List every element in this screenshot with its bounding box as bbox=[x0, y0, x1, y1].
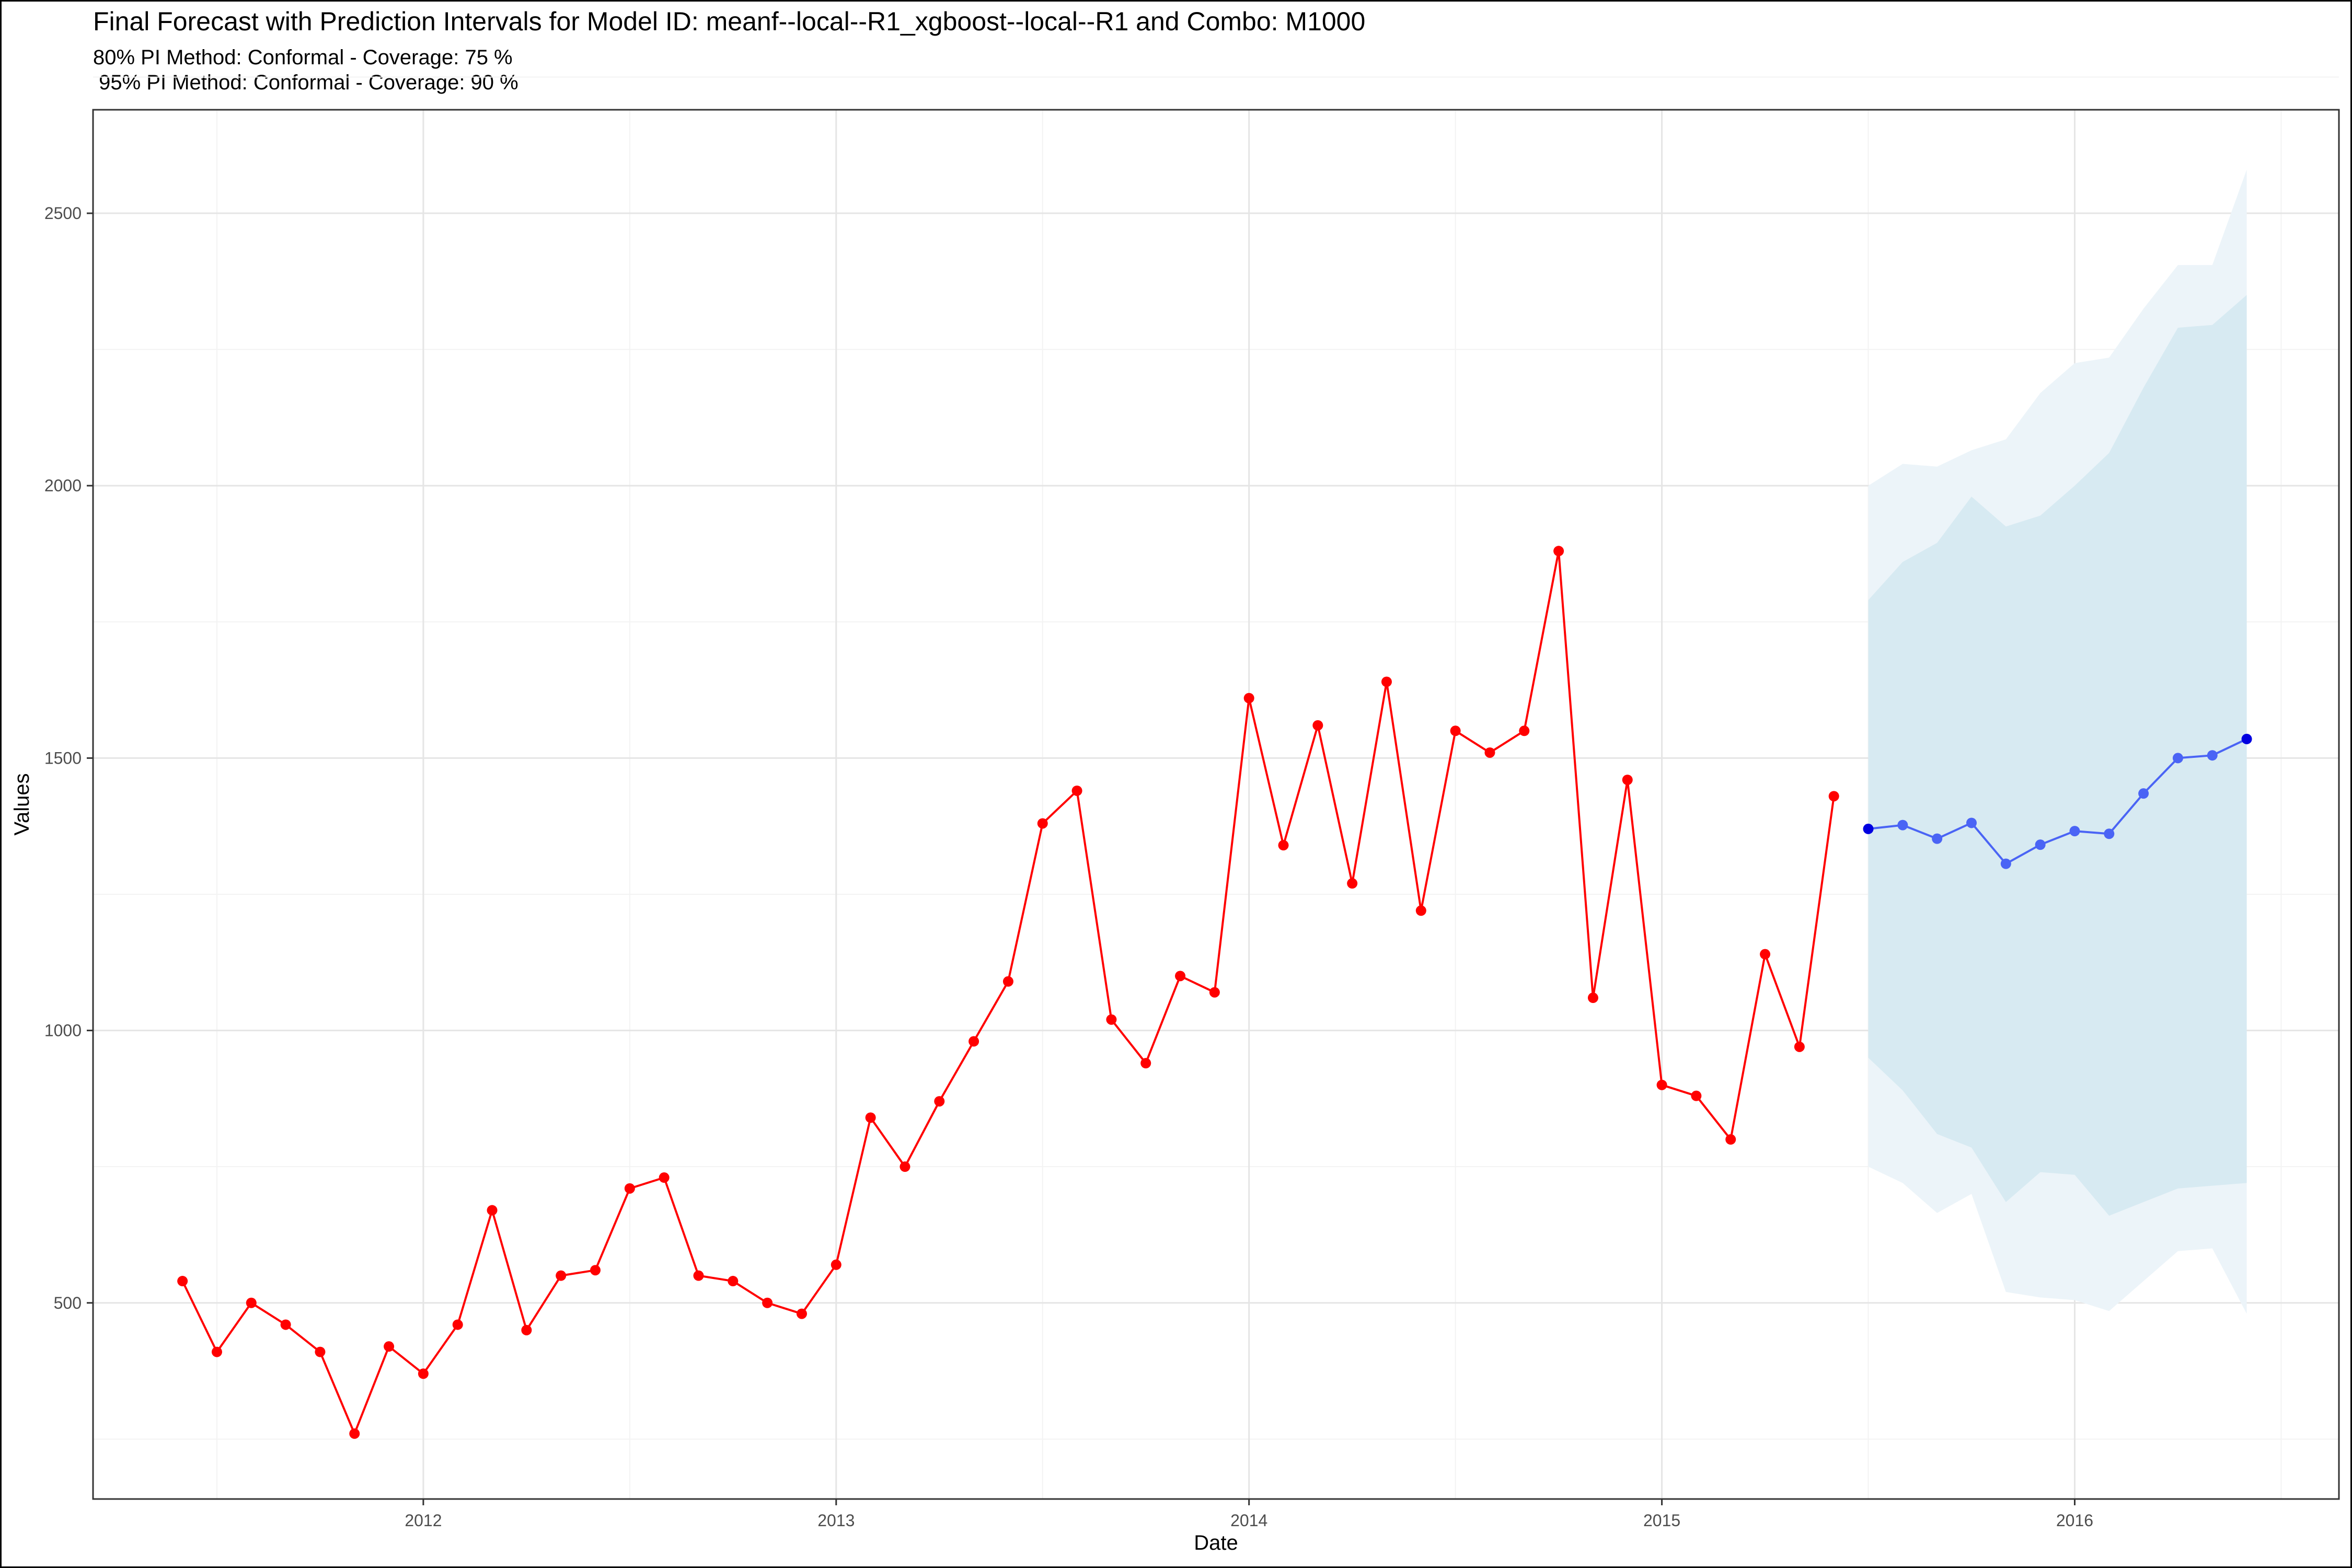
forecast-point bbox=[2000, 858, 2011, 869]
forecast-point bbox=[1932, 833, 1943, 844]
forecast-point bbox=[2069, 826, 2080, 837]
major-gridlines bbox=[93, 110, 2339, 1499]
history-point bbox=[934, 1096, 945, 1107]
y-tick-label: 1500 bbox=[44, 748, 82, 767]
history-point bbox=[1828, 791, 1839, 802]
history-point bbox=[1037, 818, 1048, 829]
history-point bbox=[1347, 878, 1358, 889]
history-point bbox=[590, 1265, 601, 1276]
forecast-point bbox=[1863, 823, 1874, 834]
history-point bbox=[521, 1324, 532, 1335]
y-axis-ticks: 500 1000 1500 2000 2500 bbox=[44, 204, 93, 1312]
chart-subtitle: 80% PI Method: Conformal - Coverage: 75 … bbox=[93, 46, 518, 94]
history-point bbox=[659, 1172, 670, 1183]
series-points bbox=[177, 546, 2252, 1439]
history-point bbox=[315, 1346, 326, 1357]
history-point bbox=[1760, 949, 1771, 960]
history-point bbox=[1450, 725, 1461, 736]
y-tick-label: 500 bbox=[54, 1294, 82, 1312]
history-point bbox=[762, 1297, 773, 1308]
forecast-point bbox=[1897, 820, 1908, 831]
history-point bbox=[1553, 546, 1564, 557]
x-tick-label: 2013 bbox=[817, 1511, 855, 1530]
history-point bbox=[556, 1270, 567, 1281]
chart-title: Final Forecast with Prediction Intervals… bbox=[93, 7, 1366, 36]
forecast-point bbox=[2241, 733, 2252, 744]
history-point bbox=[1140, 1058, 1151, 1069]
forecast-line bbox=[1868, 738, 2247, 865]
forecast-point bbox=[2104, 828, 2115, 839]
history-point bbox=[1312, 720, 1323, 731]
history-point bbox=[384, 1341, 395, 1352]
history-point bbox=[865, 1112, 876, 1123]
history-point bbox=[796, 1308, 807, 1319]
history-point bbox=[1691, 1090, 1702, 1101]
history-point bbox=[900, 1161, 910, 1172]
history-point bbox=[452, 1319, 463, 1330]
history-point bbox=[487, 1205, 498, 1216]
history-point bbox=[1519, 725, 1530, 736]
x-tick-label: 2016 bbox=[2056, 1511, 2093, 1530]
history-point bbox=[693, 1270, 704, 1281]
history-point bbox=[1106, 1014, 1117, 1025]
forecast-point bbox=[1966, 817, 1977, 828]
forecast-point bbox=[2207, 750, 2218, 761]
history-point bbox=[211, 1346, 222, 1357]
x-axis-title: Date bbox=[1194, 1531, 1238, 1554]
history-point bbox=[1656, 1079, 1667, 1090]
prediction-intervals bbox=[1868, 169, 2247, 1314]
history-point bbox=[1381, 676, 1392, 687]
x-axis-ticks: 2012 2013 2014 2015 2016 bbox=[405, 1499, 2093, 1530]
history-point bbox=[1587, 993, 1598, 1004]
history-point bbox=[177, 1276, 188, 1287]
history-point bbox=[1415, 905, 1426, 916]
forecast-point bbox=[2172, 753, 2183, 764]
history-line bbox=[181, 550, 1835, 1435]
history-point bbox=[1002, 976, 1013, 987]
x-tick-label: 2012 bbox=[405, 1511, 442, 1530]
history-point bbox=[969, 1036, 979, 1047]
forecast-point bbox=[2035, 839, 2046, 850]
history-point bbox=[1725, 1134, 1736, 1145]
history-point bbox=[1071, 785, 1082, 796]
history-point bbox=[624, 1183, 635, 1194]
history-point bbox=[1175, 971, 1186, 982]
x-tick-label: 2014 bbox=[1230, 1511, 1267, 1530]
history-point bbox=[280, 1319, 291, 1330]
pi80-band bbox=[1868, 295, 2247, 1216]
history-point bbox=[1794, 1041, 1805, 1052]
y-tick-label: 2000 bbox=[44, 476, 82, 495]
history-point bbox=[246, 1297, 257, 1308]
history-point bbox=[1243, 693, 1254, 704]
history-point bbox=[349, 1428, 360, 1439]
forecast-point bbox=[2138, 788, 2149, 799]
history-point bbox=[1484, 747, 1495, 758]
x-tick-label: 2015 bbox=[1643, 1511, 1680, 1530]
history-point bbox=[831, 1259, 841, 1270]
history-point bbox=[1622, 775, 1633, 786]
y-axis-title: Values bbox=[10, 773, 33, 835]
y-tick-label: 2500 bbox=[44, 204, 82, 223]
y-tick-label: 1000 bbox=[44, 1021, 82, 1040]
panel-border bbox=[92, 109, 2340, 1500]
history-point bbox=[728, 1276, 739, 1287]
history-point bbox=[1278, 840, 1289, 851]
history-point bbox=[1209, 987, 1220, 998]
history-point bbox=[418, 1368, 429, 1379]
